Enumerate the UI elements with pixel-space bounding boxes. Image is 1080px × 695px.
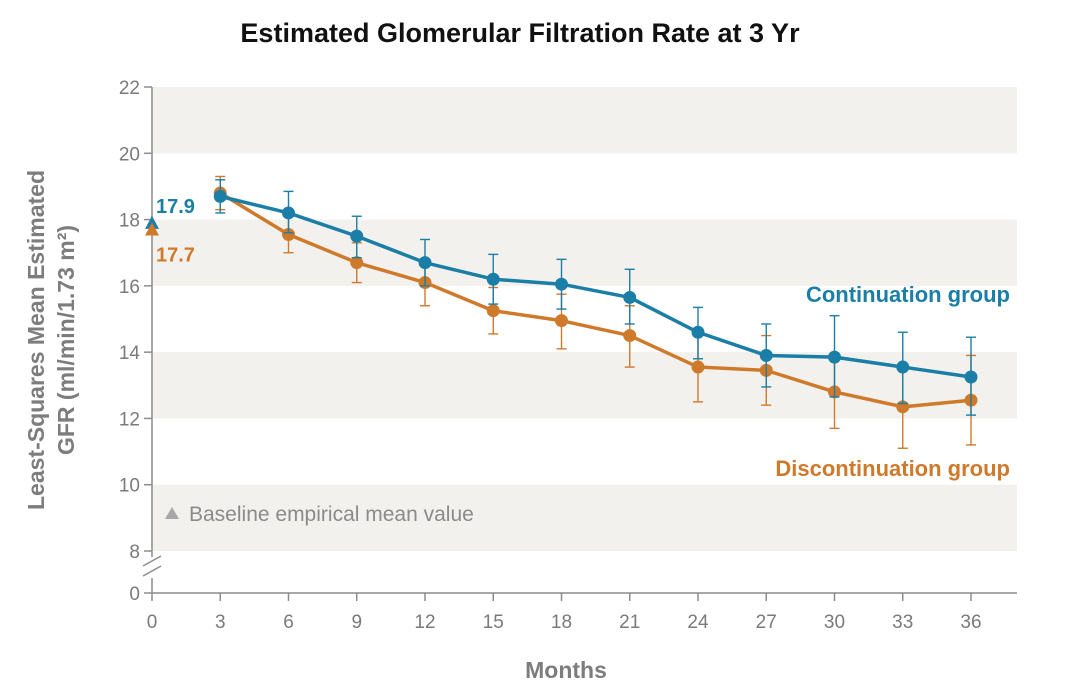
axis-break-mark [142,565,162,577]
data-point [964,370,978,384]
data-point [623,329,637,343]
x-tick-label: 24 [687,612,709,633]
x-axis-label: Months [525,657,607,683]
x-tick-label: 33 [892,612,913,633]
x-tick-label: 30 [824,612,845,633]
data-point [350,229,364,243]
x-tick-label: 18 [551,612,572,633]
data-point [555,277,568,291]
data-point [691,360,705,374]
y-tick-label: 16 [119,277,140,298]
y-axis-label-line-1: Least-Squares Mean Estimated [23,170,49,510]
y-tick-label: 10 [119,476,140,497]
chart-title: Estimated Glomerular Filtration Rate at … [240,18,800,48]
data-point [282,206,295,220]
series-line [219,194,972,379]
y-tick-label: 0 [129,584,140,605]
data-point [759,348,773,362]
y-tick-label: 20 [119,144,140,165]
y-tick-label: 12 [119,409,140,430]
series-continuation [213,179,978,416]
y-ticks: 0 8 10 12 14 16 18 20 22 [119,78,152,605]
y-tick-label: 8 [129,542,140,563]
baseline-note: Baseline empirical mean value [189,503,474,526]
baseline-value-label: 17.7 [156,245,195,267]
baseline-legend: Baseline empirical mean value [165,503,474,526]
grid-band [152,219,1017,286]
x-tick-label: 36 [960,612,981,633]
data-point [623,290,637,304]
x-tick-label: 3 [215,612,226,633]
baseline-markers: 17.9 17.7 [145,196,195,267]
data-point [350,256,364,270]
data-point [282,227,295,241]
data-point [691,325,705,339]
series-line [219,191,972,409]
x-tick-label: 0 [147,612,158,633]
axes [142,87,1017,594]
x-tick-label: 12 [414,612,435,633]
x-tick-label: 27 [756,612,777,633]
x-tick-label: 9 [351,612,362,633]
baseline-triangle [145,222,159,236]
data-point [555,314,568,328]
grid-band [152,87,1017,154]
baseline-value-label: 17.9 [156,196,195,218]
axis-break-mark [142,555,162,567]
y-axis-label: Least-Squares Mean Estimated GFR (ml/min… [23,170,79,510]
data-point [828,350,841,364]
triangle-icon [165,507,179,519]
y-tick-label: 14 [119,343,141,364]
x-tick-label: 15 [483,612,504,633]
series-layer [213,175,978,449]
y-axis-label-line-2: GFR (ml/min/1.73 m²) [53,225,79,455]
data-point [486,272,500,286]
series-label-continuation: Continuation group [806,282,1010,307]
x-tick-label: 6 [283,612,294,633]
grid-band [152,352,1017,419]
series-label-discontinuation: Discontinuation group [775,456,1010,481]
grid-band [152,484,1017,551]
data-point [213,189,227,203]
x-ticks: 0 3 6 9 12 15 18 21 24 27 30 33 36 [147,593,982,633]
y-tick-label: 22 [119,78,140,99]
data-point [896,360,910,374]
grid-bands [152,87,1017,551]
data-point [418,256,432,270]
y-tick-label: 18 [119,211,140,232]
x-tick-label: 21 [619,612,640,633]
data-point [486,304,500,318]
baseline-triangle [145,215,159,229]
